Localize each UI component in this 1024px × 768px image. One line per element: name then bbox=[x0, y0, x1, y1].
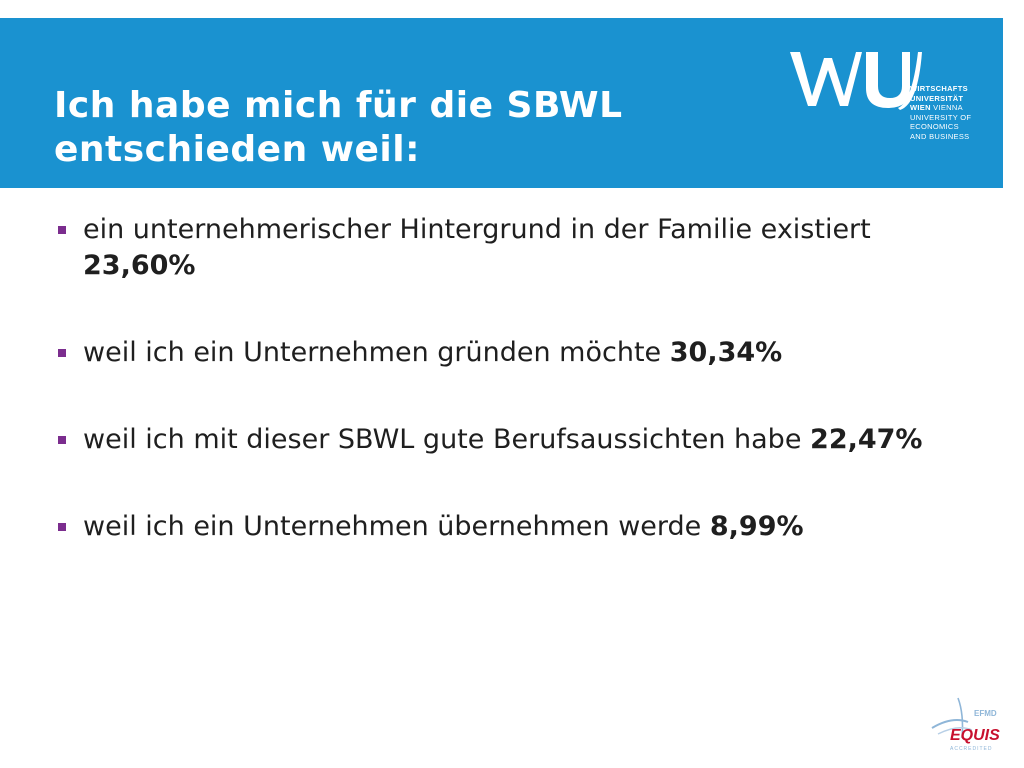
wu-logo: WIRTSCHAFTS UNIVERSITÄT WIEN VIENNA UNIV… bbox=[788, 44, 988, 148]
equis-top-text: EFMD bbox=[974, 709, 997, 718]
bullet-percent: 23,60% bbox=[83, 250, 196, 281]
wu-logo-mark bbox=[790, 52, 922, 110]
bullet-square-icon bbox=[58, 523, 66, 531]
equis-logo-mark: EFMD EQUIS ACCREDITED bbox=[931, 697, 1000, 752]
header-banner: Ich habe mich für die SBWL entschieden w… bbox=[0, 18, 1003, 188]
bullet-percent: 8,99% bbox=[709, 511, 804, 542]
bullet-square-icon bbox=[58, 349, 66, 357]
title-line-2: entschieden weil: bbox=[54, 129, 421, 170]
tagline-line-3: WIEN bbox=[910, 103, 931, 113]
tagline-line-3-suffix: VIENNA bbox=[930, 103, 963, 113]
bullet-square-icon bbox=[58, 226, 66, 234]
slide-title: Ich habe mich für die SBWL entschieden w… bbox=[54, 84, 623, 172]
list-item: weil ich mit dieser SBWL gute Berufsauss… bbox=[58, 422, 978, 458]
equis-accreditation-logo: EFMD EQUIS ACCREDITED bbox=[928, 694, 1008, 754]
logo-tagline: WIRTSCHAFTS UNIVERSITÄT WIEN VIENNA UNIV… bbox=[910, 84, 971, 142]
tagline-line-4: UNIVERSITY OF bbox=[910, 112, 972, 122]
tagline-line-1: WIRTSCHAFTS bbox=[910, 84, 968, 93]
list-item: ein unternehmerischer Hintergrund in der… bbox=[58, 212, 978, 284]
bullet-percent: 30,34% bbox=[669, 337, 783, 368]
tagline-line-2: UNIVERSITÄT bbox=[910, 93, 964, 103]
bullet-list: ein unternehmerischer Hintergrund in der… bbox=[58, 212, 978, 545]
tagline-line-5: ECONOMICS bbox=[910, 122, 959, 132]
bullet-percent: 22,47% bbox=[810, 424, 923, 455]
bullet-text: ein unternehmerischer Hintergrund in der… bbox=[83, 214, 871, 245]
bullet-square-icon bbox=[58, 436, 66, 444]
tagline-line-6: AND BUSINESS bbox=[910, 131, 970, 141]
bullet-text: weil ich ein Unternehmen übernehmen werd… bbox=[83, 511, 702, 542]
list-item: weil ich ein Unternehmen gründen möchte … bbox=[58, 335, 978, 371]
title-line-1: Ich habe mich für die SBWL bbox=[54, 85, 623, 126]
equis-bottom-text: ACCREDITED bbox=[950, 746, 993, 752]
equis-main-text: EQUIS bbox=[950, 727, 1000, 744]
bullet-text: weil ich ein Unternehmen gründen möchte bbox=[83, 337, 662, 368]
list-item: weil ich ein Unternehmen übernehmen werd… bbox=[58, 509, 978, 545]
bullet-text: weil ich mit dieser SBWL gute Berufsauss… bbox=[83, 424, 802, 455]
